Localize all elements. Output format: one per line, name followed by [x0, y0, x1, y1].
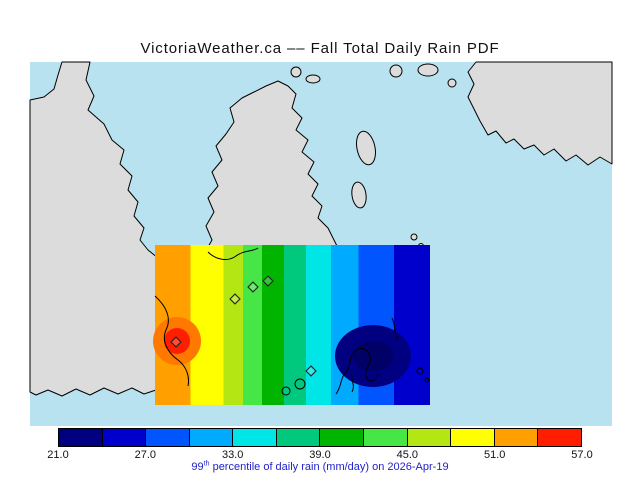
- coastline-lagoon: [281, 386, 291, 396]
- colorbar-segment: [233, 429, 277, 446]
- coastline-overlay-point: [391, 317, 399, 341]
- station-marker: [229, 293, 241, 305]
- coastline-overlay-harbour: [335, 348, 379, 395]
- caption-text: percentile of daily rain (mm/day) on 202…: [209, 461, 449, 473]
- colorbar-tick-label: 45.0: [396, 449, 419, 461]
- colorbar-segment: [494, 429, 539, 446]
- contour-max-core: [164, 328, 190, 354]
- station-marker: [247, 281, 259, 293]
- island: [417, 63, 439, 77]
- coastline-lagoon: [294, 378, 306, 390]
- island: [351, 181, 367, 209]
- colorbar-segment: [276, 429, 321, 446]
- coastline-overlay-harbour-2: [351, 373, 354, 393]
- caption-number: 99: [191, 461, 204, 473]
- colorbar-tick-label: 51.0: [483, 449, 506, 461]
- colorbar-segment: [320, 429, 365, 446]
- station-markers: [170, 275, 317, 377]
- colorbar-segment: [146, 429, 190, 446]
- colorbar-labels: 21.0 27.0 33.0 39.0 45.0 51.0 57.0: [47, 449, 592, 462]
- colorbar-segment: [59, 429, 103, 446]
- islet-outline: [424, 377, 430, 383]
- islet-outline: [416, 367, 424, 375]
- colorbar-tick-label: 27.0: [134, 449, 157, 461]
- colorbar-segment: [189, 429, 234, 446]
- colorbar-tick-label: 39.0: [309, 449, 331, 461]
- colorbar-segment: [407, 429, 452, 446]
- colorbar-segment: [102, 429, 147, 446]
- landmass-gulf-islands: [467, 61, 613, 166]
- colorbar-segment: [538, 429, 581, 446]
- plot-title: VictoriaWeather.ca –– Fall Total Daily R…: [140, 40, 500, 57]
- station-marker: [170, 336, 182, 348]
- coastline-overlay-inlet: [207, 247, 259, 260]
- colorbar-tick-label: 21.0: [47, 449, 69, 461]
- island: [389, 64, 403, 78]
- colorbar-tick-label: 33.0: [221, 449, 244, 461]
- colorbar: [58, 428, 582, 447]
- station-marker: [262, 275, 274, 287]
- station-marker: [305, 365, 317, 377]
- colorbar-segment: [451, 429, 495, 446]
- island: [305, 74, 321, 84]
- coastline-overlay-sooke: [154, 295, 189, 387]
- island: [447, 78, 457, 88]
- island: [356, 130, 376, 166]
- colorbar-segment: [364, 429, 408, 446]
- island: [410, 233, 418, 241]
- contour-min-core-inner: [353, 341, 393, 371]
- island: [290, 66, 302, 78]
- caption-superscript: th: [203, 460, 210, 468]
- colorbar-caption: 99th percentile of daily rain (mm/day) o…: [0, 460, 640, 473]
- colorbar-tick-label: 57.0: [571, 449, 593, 461]
